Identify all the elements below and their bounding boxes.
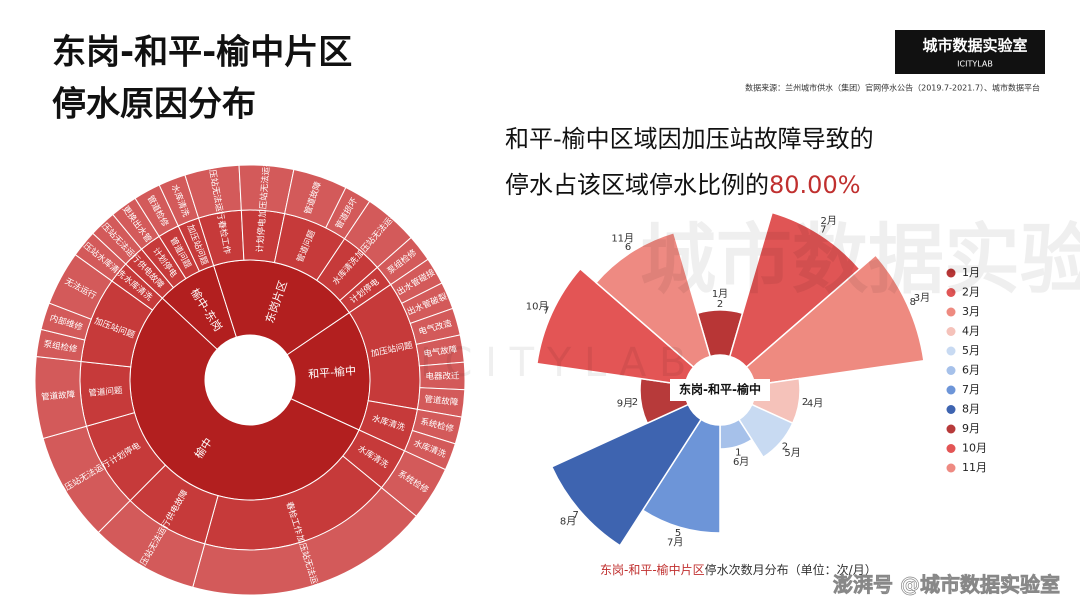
sunburst-label: 计划停电 xyxy=(254,218,268,253)
page-title: 停水原因分布 xyxy=(52,85,256,125)
legend-swatch xyxy=(946,405,956,414)
headline: 停水占该区域停水比例的80.00% xyxy=(505,171,861,199)
legend-swatch xyxy=(946,366,956,375)
legend-swatch xyxy=(946,424,956,434)
legend-swatch xyxy=(946,327,956,336)
rose-month-label: 10月 xyxy=(526,301,549,313)
sunburst-label: 管道故障 xyxy=(424,394,459,409)
legend-label: 3月 xyxy=(962,305,980,318)
sunburst-label: 管道问题 xyxy=(88,385,123,399)
legend-label: 11月 xyxy=(962,461,987,474)
legend-label: 2月 xyxy=(962,286,980,299)
rose-month-label: 3月 xyxy=(914,292,930,304)
legend-swatch xyxy=(946,307,956,317)
sunburst-label: 电器改迁 xyxy=(425,371,460,383)
rose-month-label: 5月 xyxy=(784,447,800,459)
rose-value-label: 5 xyxy=(675,528,681,539)
headline: 和平-榆中区域因加压站故障导致的 xyxy=(505,125,874,153)
sunburst-label: 和平-榆中 xyxy=(308,363,357,381)
legend-label: 5月 xyxy=(962,344,980,357)
rose-month-label: 11月 xyxy=(611,233,634,245)
rose-value-label: 7 xyxy=(820,224,826,235)
sunburst-label: 加压站无法运行 xyxy=(257,157,273,218)
rose-month-label: 7月 xyxy=(667,537,683,549)
polar-title-highlight: 东岗-和平-榆中片区 xyxy=(600,562,705,577)
legend-swatch xyxy=(946,346,956,356)
legend-swatch xyxy=(946,288,956,297)
sunburst-segment xyxy=(74,232,127,282)
rose-value-label: 7 xyxy=(572,510,578,521)
watermark-sub: I C I T Y L A B xyxy=(420,340,686,386)
polar-title-rest: 停水次数月分布（单位：次/月） xyxy=(705,562,877,577)
legend-label: 8月 xyxy=(962,403,980,416)
polar-title: 东岗-和平-榆中片区停水次数月分布（单位：次/月） xyxy=(600,562,877,577)
legend-label: 7月 xyxy=(962,383,980,396)
rose-month-label: 9月 xyxy=(617,398,633,410)
center-label-box xyxy=(670,379,770,401)
legend-label: 9月 xyxy=(962,422,980,435)
rose-month-label: 2月 xyxy=(820,215,836,227)
sunburst-label: 电气故障 xyxy=(423,344,459,360)
rose-value-label: 8 xyxy=(910,297,916,308)
rose-month-label: 1月 xyxy=(712,288,728,300)
rose-month-label: 4月 xyxy=(807,398,823,410)
rose-value-label: 2 xyxy=(632,397,638,408)
watermark: 城市数据实验室 I C I T Y L A B xyxy=(420,215,1080,386)
legend-label: 1月 xyxy=(962,266,980,279)
legend-swatch xyxy=(946,444,956,453)
legend-label: 10月 xyxy=(962,442,987,455)
rose-value-label: 1 xyxy=(735,447,741,458)
logo: 城市数据实验室 xyxy=(922,37,1027,55)
rose-month-label: 8月 xyxy=(560,516,576,528)
rose-slice xyxy=(737,403,794,459)
rose-value-label: 2 xyxy=(802,397,808,408)
sunburst-label: 管道故障 xyxy=(41,389,76,403)
rose-value-label: 7 xyxy=(543,306,549,317)
legend-label: 4月 xyxy=(962,325,980,338)
page-title: 东岗-和平-榆中片区 xyxy=(52,33,352,73)
watermark-text: 城市数据实验室 xyxy=(640,215,1080,304)
center-label: 东岗-和平-榆中 xyxy=(679,382,761,397)
source: 数据来源：兰州城市供水（集团）官网停水公告（2019.7-2021.7）、城市数… xyxy=(745,83,1040,93)
logo-sub: ICITYLAB xyxy=(957,60,993,69)
headline-highlight: 80.00% xyxy=(769,171,861,199)
legend-swatch xyxy=(946,463,956,473)
rose-month-label: 6月 xyxy=(733,456,749,468)
rose-value-label: 6 xyxy=(625,242,631,253)
logo-box xyxy=(895,30,1045,74)
legend-swatch xyxy=(946,268,956,278)
headline-text: 停水占该区域停水比例的 xyxy=(505,171,769,199)
rose-value-label: 2 xyxy=(717,299,723,310)
credit: 澎湃号 @城市数据实验室 xyxy=(833,573,1060,597)
rose-value-label: 2 xyxy=(782,441,788,452)
legend-label: 6月 xyxy=(962,364,980,377)
legend-swatch xyxy=(946,385,956,395)
